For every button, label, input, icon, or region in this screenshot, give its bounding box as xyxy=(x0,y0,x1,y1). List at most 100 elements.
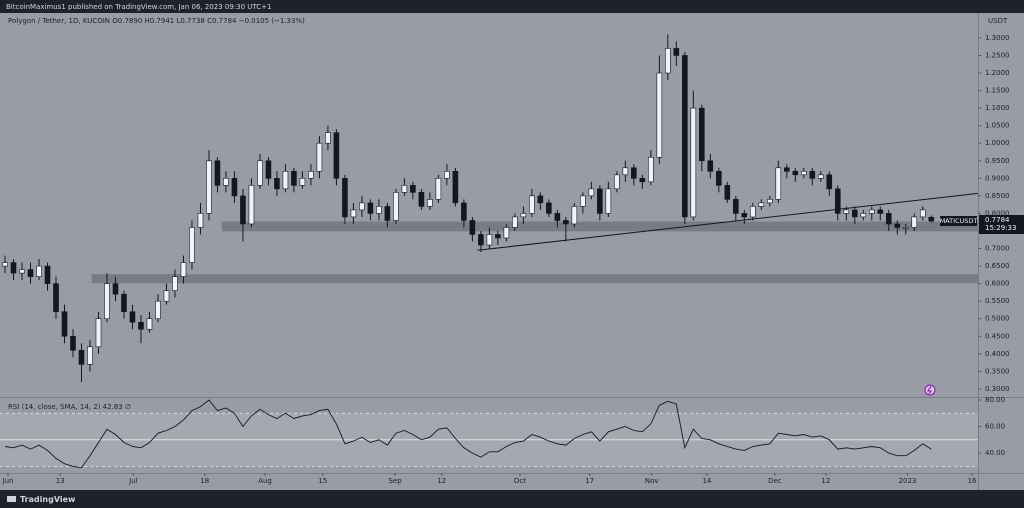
candle-body xyxy=(274,178,280,190)
candle-body xyxy=(206,160,212,214)
y-tick-label: 1.0500 xyxy=(985,122,1010,130)
footer-brand: TradingView xyxy=(20,495,76,504)
candle-body xyxy=(902,227,909,229)
candle-body xyxy=(851,209,858,218)
candle-body xyxy=(78,350,85,365)
candle-body xyxy=(784,167,790,172)
x-tick-label: 2023 xyxy=(899,477,917,485)
candle-body xyxy=(223,178,229,186)
candle-body xyxy=(800,171,807,176)
header-bar xyxy=(0,0,1024,13)
candle-body xyxy=(767,199,773,204)
candle-body xyxy=(393,192,399,221)
x-tick-label: Nov xyxy=(645,477,659,485)
y-tick-label: 1.2500 xyxy=(985,51,1010,59)
candle-body xyxy=(376,206,382,214)
candle-body xyxy=(299,178,306,186)
event-icon[interactable] xyxy=(924,384,936,396)
y-tick-label: 0.9000 xyxy=(985,174,1010,182)
y-tick-label: 0.4000 xyxy=(985,350,1010,358)
candle-body xyxy=(435,178,442,200)
candle-body xyxy=(580,195,586,207)
candle-body xyxy=(724,185,731,200)
trendline xyxy=(477,192,979,251)
x-tick-label: Aug xyxy=(258,477,272,485)
y-tick-label: 0.4500 xyxy=(985,332,1010,340)
x-tick-label: Dec xyxy=(768,477,782,485)
candle-body xyxy=(563,220,569,225)
candle-body xyxy=(197,213,204,228)
candle-body xyxy=(750,206,756,218)
candle-body xyxy=(401,185,408,193)
symbol-legend: Polygon / Tether, 1D, KUCOIN O0.7890 H0.… xyxy=(8,17,305,25)
candle-body xyxy=(469,220,476,235)
candle-body xyxy=(682,55,688,218)
candle-body xyxy=(495,234,501,239)
candle-body xyxy=(911,216,918,228)
candle-body xyxy=(240,195,246,225)
x-tick-label: 12 xyxy=(437,477,446,485)
price-tag: 0.7784 xyxy=(985,216,1010,224)
candle-body xyxy=(138,321,144,330)
candle-body xyxy=(172,276,178,291)
candle-body xyxy=(877,209,884,214)
candle-body xyxy=(44,265,51,284)
candle-body xyxy=(95,318,102,348)
candle-body xyxy=(189,227,195,263)
x-tick-label: 12 xyxy=(821,477,830,485)
y-tick-label: 1.3000 xyxy=(985,34,1010,42)
rsi-tick-label: 60.00 xyxy=(985,423,1005,431)
y-tick-label: 0.9500 xyxy=(985,157,1010,165)
candle-body xyxy=(588,188,595,197)
y-tick-label: 0.3500 xyxy=(985,367,1010,375)
candle-body xyxy=(316,142,323,172)
symbol-tag: MATICUSDT xyxy=(940,217,978,225)
x-tick-label: 18 xyxy=(200,477,209,485)
rsi-legend: RSI (14, close, SMA, 14, 2) 42.83 ∅ xyxy=(8,403,131,411)
x-tick-label: Sep xyxy=(388,477,402,485)
candle-body xyxy=(758,202,765,207)
candle-body xyxy=(27,269,34,277)
support-zone xyxy=(221,221,978,232)
rsi-line xyxy=(4,399,932,469)
candle-body xyxy=(10,262,17,274)
symbol-tag-bg xyxy=(940,216,977,227)
candle-body xyxy=(741,213,748,218)
candle-body xyxy=(231,178,238,197)
candle-body xyxy=(554,213,561,221)
y-tick-label: 0.8500 xyxy=(985,192,1010,200)
candle-body xyxy=(571,206,578,225)
candle-body xyxy=(520,213,527,218)
candle-body xyxy=(87,346,93,365)
candle-body xyxy=(665,48,671,74)
x-tick-label: 16 xyxy=(968,477,977,485)
candle-body xyxy=(146,318,153,330)
footer-logo xyxy=(7,496,16,502)
x-tick-label: 14 xyxy=(702,477,711,485)
y-tick-label: 0.6500 xyxy=(985,262,1010,270)
currency: USDT xyxy=(988,17,1008,25)
candle-body xyxy=(155,300,161,320)
candle-body xyxy=(716,171,722,186)
candle-body xyxy=(699,107,705,162)
candle-body xyxy=(546,202,552,214)
candle-body xyxy=(427,199,433,207)
rsi-tick-label: 80.00 xyxy=(985,396,1005,404)
candle-body xyxy=(248,185,255,225)
candle-body xyxy=(257,160,263,186)
y-tick-label: 0.6000 xyxy=(985,280,1010,288)
price-tag-bg xyxy=(979,215,1024,235)
event-icon-bolt xyxy=(927,385,932,395)
candle-body xyxy=(53,283,59,313)
candle-body xyxy=(690,107,697,218)
candle-body xyxy=(486,234,493,246)
candle-body xyxy=(843,209,850,214)
candle-body xyxy=(342,178,348,218)
y-tick-label: 1.1500 xyxy=(985,87,1010,95)
x-tick-label: 13 xyxy=(56,477,65,485)
candle-body xyxy=(163,290,170,302)
candle-body xyxy=(639,178,646,183)
candle-body xyxy=(885,213,892,225)
candle-body xyxy=(112,283,119,295)
candle-body xyxy=(282,171,289,190)
